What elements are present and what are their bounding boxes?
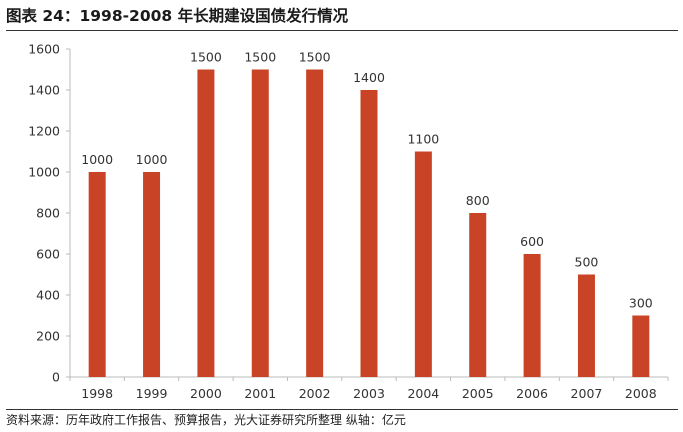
y-tick-label: 0 — [52, 370, 60, 385]
y-tick-label: 1400 — [28, 83, 60, 98]
data-label: 1000 — [81, 152, 113, 167]
x-tick-label: 2000 — [190, 386, 222, 401]
source-note: 资料来源：历年政府工作报告、预算报告，光大证券研究所整理 纵轴：亿元 — [6, 413, 406, 427]
y-tick-label: 1000 — [28, 165, 60, 180]
x-tick-label: 2007 — [571, 386, 603, 401]
y-tick-label: 1600 — [28, 42, 60, 57]
footer-divider — [6, 409, 678, 410]
y-tick-label: 400 — [36, 288, 60, 303]
x-tick-label: 1999 — [136, 386, 168, 401]
bar — [414, 151, 432, 377]
data-label: 1500 — [190, 50, 222, 65]
title-divider — [6, 30, 678, 31]
bar — [306, 69, 324, 377]
y-tick-label: 800 — [36, 206, 60, 221]
data-label: 300 — [629, 296, 653, 311]
x-tick-label: 2004 — [407, 386, 439, 401]
y-tick-label: 600 — [36, 247, 60, 262]
x-tick-label: 2003 — [353, 386, 385, 401]
data-label: 1500 — [299, 50, 331, 65]
data-label: 800 — [466, 193, 490, 208]
x-tick-label: 2005 — [462, 386, 494, 401]
page-title: 图表 24：1998-2008 年长期建设国债发行情况 — [6, 7, 349, 25]
x-tick-label: 2006 — [516, 386, 548, 401]
bar — [251, 69, 269, 377]
bar — [523, 254, 541, 377]
bar-chart: 0 200 400 600 800 1000 1200 1400 1600 1000 1998 100… — [28, 42, 669, 401]
data-label: 1400 — [353, 70, 385, 85]
data-label: 500 — [575, 255, 599, 270]
x-tick-label: 2008 — [625, 386, 657, 401]
bar — [143, 172, 161, 377]
x-tick-label: 1998 — [81, 386, 113, 401]
y-tick-label: 1200 — [28, 124, 60, 139]
bar — [88, 172, 106, 377]
bar — [632, 315, 650, 377]
data-label: 1000 — [136, 152, 168, 167]
data-label: 600 — [520, 234, 544, 249]
bar — [469, 213, 487, 377]
bar — [360, 90, 378, 377]
data-label: 1100 — [407, 132, 439, 147]
data-label: 1500 — [244, 50, 276, 65]
bar — [577, 274, 595, 377]
x-tick-label: 2001 — [244, 386, 276, 401]
x-tick-label: 2002 — [299, 386, 331, 401]
y-tick-label: 200 — [36, 329, 60, 344]
bar — [197, 69, 215, 377]
